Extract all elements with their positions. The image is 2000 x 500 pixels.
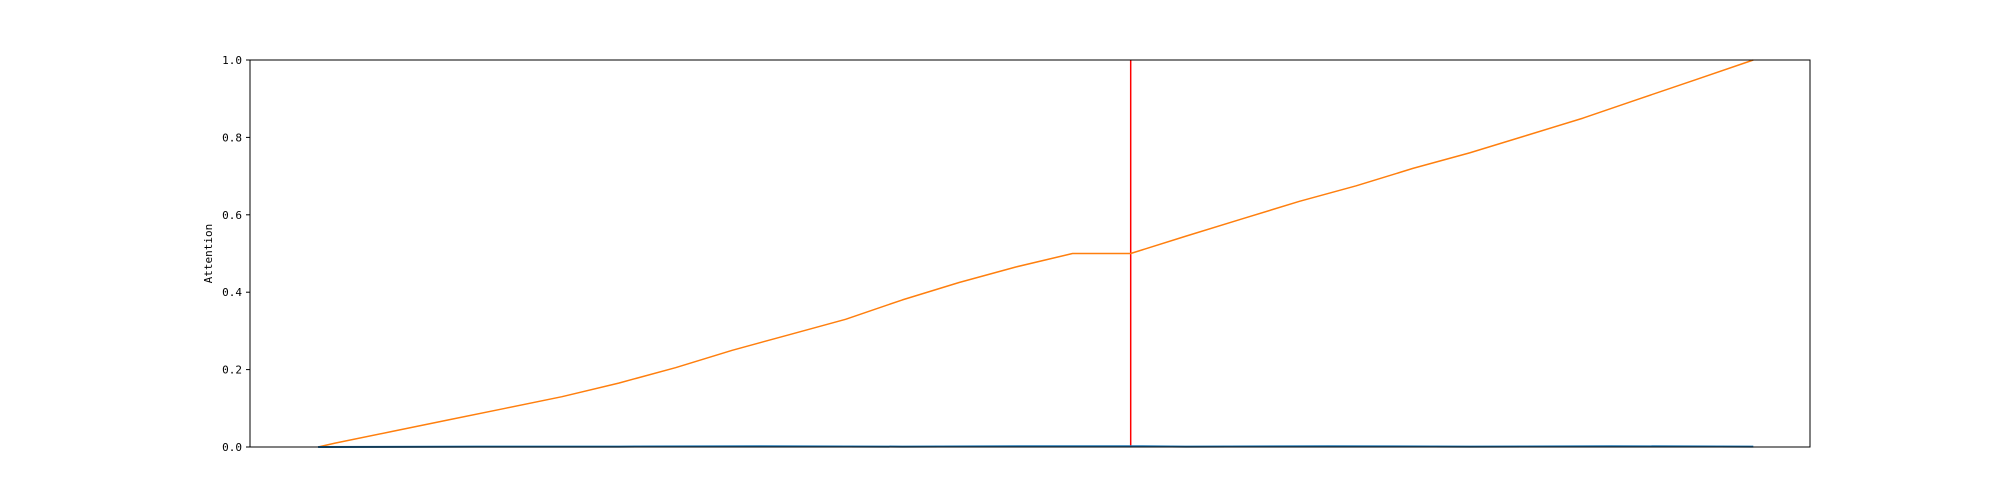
y-tick-label: 0.4 [222,286,242,299]
plot-area [317,59,1754,448]
y-tick-label: 0.0 [222,441,242,454]
series-line-1 [317,59,1754,448]
y-axis-label: Attention [202,224,215,284]
y-tick-label: 0.2 [222,364,242,377]
y-tick-label: 1.0 [222,54,242,67]
y-axis: 0.0 0.2 0.4 0.6 0.8 1.0 [222,54,250,454]
y-tick-label: 0.6 [222,209,242,222]
plot-frame [249,59,1811,448]
y-tick-label: 0.8 [222,131,242,144]
